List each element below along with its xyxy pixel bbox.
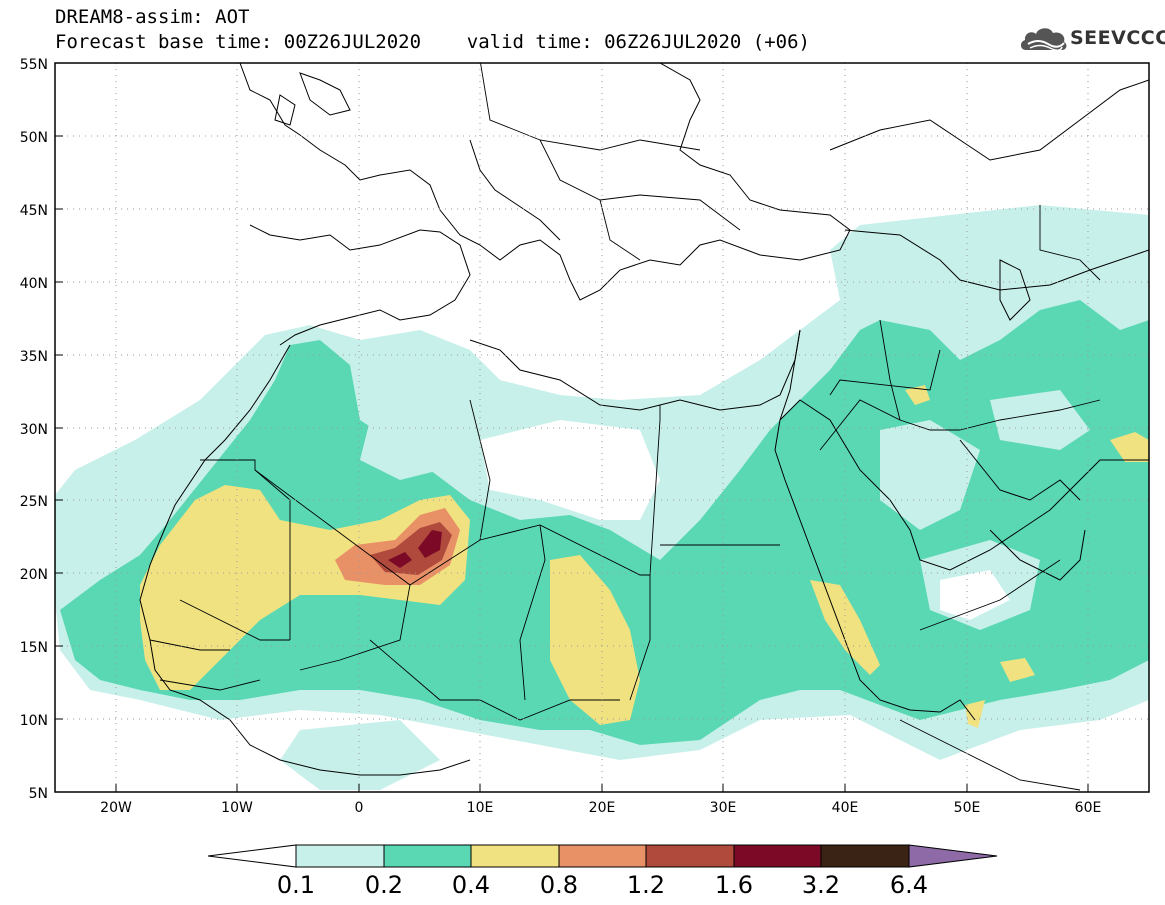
lat-label: 20N bbox=[20, 567, 48, 583]
graticule bbox=[55, 63, 1149, 792]
forecast-time-info: Forecast base time: 00Z26JUL2020 valid t… bbox=[55, 31, 810, 53]
lat-label: 45N bbox=[20, 203, 48, 219]
colorbar-label: 1.6 bbox=[715, 871, 753, 899]
lon-label: 20W bbox=[100, 800, 132, 816]
map-title: DREAM8-assim: AOT bbox=[55, 6, 250, 28]
lat-label: 25N bbox=[20, 494, 48, 510]
lon-labels: 20W 10W 0 10E 20E 30E 40E 50E 60E bbox=[100, 800, 1101, 816]
colorbar-swatch bbox=[470, 844, 560, 868]
tick-marks bbox=[55, 62, 1089, 792]
lon-label: 20E bbox=[589, 800, 616, 816]
colorbar-label: 6.4 bbox=[890, 871, 928, 899]
lat-labels: 55N 50N 45N 40N 35N 30N 25N 20N 15N 10N … bbox=[20, 57, 48, 802]
logo-text: SEEVCCC bbox=[1070, 27, 1165, 49]
aot-contours bbox=[55, 205, 1149, 792]
aot-field-0.4 bbox=[140, 485, 470, 690]
colorbar-swatch bbox=[295, 844, 385, 868]
colorbar-label: 0.8 bbox=[540, 871, 578, 899]
colorbar-swatch bbox=[908, 844, 998, 868]
lat-label: 40N bbox=[20, 276, 48, 292]
colorbar-swatch bbox=[820, 844, 910, 868]
lat-label: 10N bbox=[20, 713, 48, 729]
colorbar-label: 0.2 bbox=[365, 871, 403, 899]
lon-label: 60E bbox=[1075, 800, 1102, 816]
country-borders bbox=[149, 63, 1101, 791]
cloud-icon bbox=[1020, 28, 1067, 51]
colorbar-labels: 0.1 0.2 0.4 0.8 1.2 1.6 3.2 6.4 bbox=[277, 871, 928, 899]
colorbar-label: 3.2 bbox=[802, 871, 840, 899]
colorbar-swatch bbox=[645, 844, 735, 868]
lat-label: 15N bbox=[20, 640, 48, 656]
lat-label: 50N bbox=[20, 130, 48, 146]
aot-field-1.6 bbox=[388, 530, 442, 568]
colorbar-label: 1.2 bbox=[627, 871, 665, 899]
aot-field-0.2 bbox=[60, 300, 1149, 745]
colorbar-label: 0.4 bbox=[452, 871, 490, 899]
lat-label: 35N bbox=[20, 349, 48, 365]
seevccc-logo: SEEVCCC bbox=[1018, 24, 1165, 54]
colorbar-swatch bbox=[733, 844, 822, 868]
colorbar-label: 0.1 bbox=[277, 871, 315, 899]
lon-label: 0 bbox=[355, 800, 364, 816]
lon-label: 30E bbox=[710, 800, 737, 816]
lat-label: 30N bbox=[20, 422, 48, 438]
colorbar-swatch bbox=[558, 844, 647, 868]
lon-label: 10E bbox=[467, 800, 494, 816]
lat-label: 5N bbox=[29, 786, 48, 802]
lon-label: 40E bbox=[832, 800, 859, 816]
colorbar-swatch bbox=[383, 844, 472, 868]
lon-label: 50E bbox=[954, 800, 981, 816]
colorbar-swatch bbox=[207, 844, 297, 868]
lon-label: 10W bbox=[221, 800, 253, 816]
lat-label: 55N bbox=[20, 57, 48, 73]
colorbar bbox=[207, 844, 998, 868]
